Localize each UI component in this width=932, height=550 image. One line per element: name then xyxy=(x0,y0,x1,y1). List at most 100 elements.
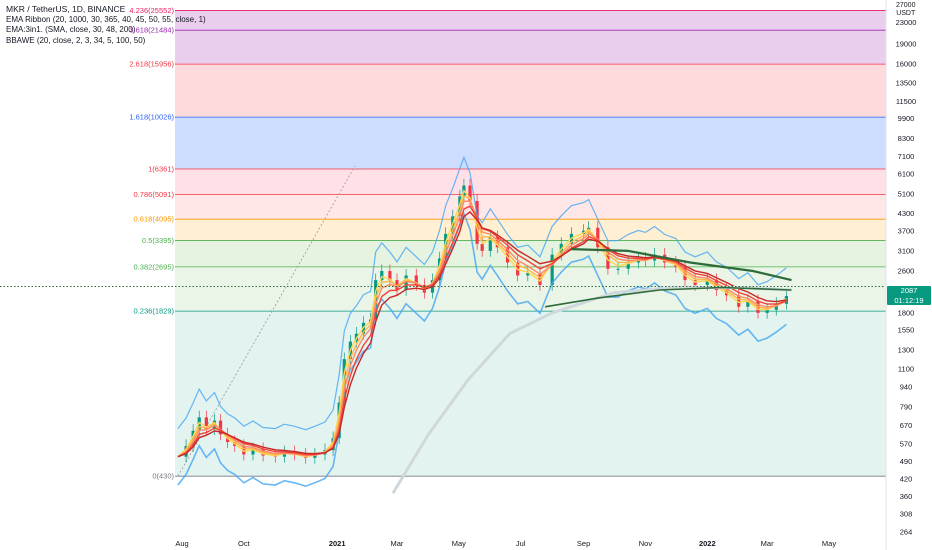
fib-band xyxy=(175,10,886,31)
time-tick-label: 2021 xyxy=(329,539,346,548)
candle-body xyxy=(737,295,741,307)
price-tick-label: 570 xyxy=(900,440,913,449)
fib-band xyxy=(175,194,886,220)
candle-body xyxy=(480,243,484,251)
price-tick-label: 490 xyxy=(900,457,913,466)
fib-band xyxy=(175,64,886,118)
price-tick-label: 23000 xyxy=(896,18,917,27)
fib-level-label: 0.786(5091) xyxy=(134,190,175,199)
fib-trend-line[interactable] xyxy=(177,165,356,477)
price-tick-label: 360 xyxy=(900,492,913,501)
price-tick-label: 308 xyxy=(900,510,913,519)
price-tick-label: 13500 xyxy=(896,79,917,88)
fib-band xyxy=(175,168,886,195)
candle-body xyxy=(488,237,492,251)
candle-body xyxy=(444,233,448,259)
fib-band xyxy=(175,30,886,65)
time-tick-label: May xyxy=(822,539,836,548)
fibonacci-level-lines xyxy=(175,10,886,477)
fib-level-label: 4.236(25552) xyxy=(129,6,174,15)
symbol-title[interactable]: MKR / TetherUS, 1D, BINANCE xyxy=(6,4,126,14)
price-tick-label: 1800 xyxy=(898,308,915,317)
fib-level-label: 3.618(21484) xyxy=(129,26,174,35)
candle-body xyxy=(251,449,255,455)
price-tick-label: 9900 xyxy=(898,114,915,123)
chart-legend: MKR / TetherUS, 1D, BINANCE EMA Ribbon (… xyxy=(6,4,206,46)
currency-code: USDT xyxy=(896,10,916,17)
price-tick-label: 264 xyxy=(900,527,913,536)
ema-support-line xyxy=(544,286,792,308)
time-tick-label: 2022 xyxy=(699,539,716,548)
candle-body xyxy=(526,273,530,276)
time-tick-label: Mar xyxy=(761,539,774,548)
candle-body xyxy=(616,268,620,270)
time-tick-label: Jul xyxy=(516,539,526,548)
ema-trend-line xyxy=(571,248,792,282)
price-tick-label: 940 xyxy=(900,382,913,391)
time-tick-label: Nov xyxy=(639,539,653,548)
last-price-value: 2087 xyxy=(900,286,918,295)
candle-body xyxy=(550,254,554,285)
indicator-ema-3in1[interactable]: EMA:3in1. (SMA, close, 30, 48, 200) xyxy=(6,25,136,34)
candle-body xyxy=(505,247,510,263)
slow-moving-averages xyxy=(391,248,792,495)
time-tick-label: Aug xyxy=(175,539,188,548)
price-axis-top-tick: 27000 xyxy=(896,2,916,9)
fibonacci-bands xyxy=(175,10,886,477)
fibonacci-level-labels: 4.236(25552) 3.618(21484) 2.618(15956) 1.61… xyxy=(129,6,174,481)
fib-level-label: 0.236(1829) xyxy=(134,307,175,316)
currency-label[interactable]: 27000 USDT xyxy=(896,2,915,18)
time-tick-label: Mar xyxy=(391,539,404,548)
fib-band xyxy=(175,117,886,169)
price-tick-label: 3100 xyxy=(898,246,915,255)
fib-level-label: 0.382(2695) xyxy=(134,262,175,271)
candle-body xyxy=(765,309,769,313)
candle-body xyxy=(388,270,392,281)
price-tick-label: 670 xyxy=(900,421,913,430)
last-price-badge: 2087 01:12:19 xyxy=(887,286,931,305)
candle-body xyxy=(468,185,472,202)
candle-body xyxy=(380,270,384,281)
price-tick-label: 790 xyxy=(900,402,913,411)
time-tick-label: Oct xyxy=(238,539,251,548)
candle-body xyxy=(538,273,542,285)
fib-level-label: 0.5(3395) xyxy=(142,236,175,245)
price-tick-label: 1100 xyxy=(898,365,914,374)
price-tick-label: 1550 xyxy=(898,325,915,334)
indicator-ema-ribbon[interactable]: EMA Ribbon (20, 1000, 30, 365, 40, 45, 5… xyxy=(6,14,206,24)
candle-body xyxy=(404,275,408,291)
price-tick-label: 4300 xyxy=(898,209,915,218)
candle-body xyxy=(626,262,630,269)
price-tick-label: 16000 xyxy=(896,59,917,68)
bar-countdown: 01:12:19 xyxy=(894,295,924,305)
price-tick-label: 8300 xyxy=(898,134,915,143)
price-tick-label: 6100 xyxy=(898,169,915,178)
candle-body xyxy=(218,420,223,435)
price-tick-label: 2600 xyxy=(898,266,915,275)
candle-body xyxy=(204,417,208,430)
time-tick-label: Sep xyxy=(577,539,590,548)
time-tick-label: May xyxy=(452,539,466,548)
fib-level-label: 0.618(4095) xyxy=(134,215,175,224)
price-tick-label: 420 xyxy=(900,474,913,483)
ema-ribbon-line xyxy=(177,205,787,458)
price-tick-label: 5100 xyxy=(898,190,915,199)
price-tick-label: 7100 xyxy=(898,152,915,161)
candle-body xyxy=(746,300,750,307)
candle-body xyxy=(282,452,287,457)
fib-band xyxy=(175,219,886,241)
fib-level-label: 1.618(10026) xyxy=(129,113,174,122)
candle-body xyxy=(683,266,687,281)
price-axis[interactable]: 23000 19000 16000 13500 11500 9900 8300 7100 610… xyxy=(896,18,917,536)
price-tick-label: 19000 xyxy=(896,40,917,49)
bollinger-upper-line xyxy=(177,155,787,431)
time-axis[interactable]: Aug Oct 2021 Mar May Jul Sep Nov 2022 Mar May xyxy=(175,539,836,548)
candle-body xyxy=(784,296,789,304)
candle-body xyxy=(774,303,778,310)
candle-body xyxy=(458,196,462,217)
indicator-bbawe[interactable]: BBAWE (20, close, 2, 3, 34, 5, 100, 50) xyxy=(6,35,146,45)
fib-level-label: 2.618(15956) xyxy=(129,60,174,69)
price-tick-label: 3700 xyxy=(898,226,915,235)
candle-body xyxy=(313,454,317,458)
